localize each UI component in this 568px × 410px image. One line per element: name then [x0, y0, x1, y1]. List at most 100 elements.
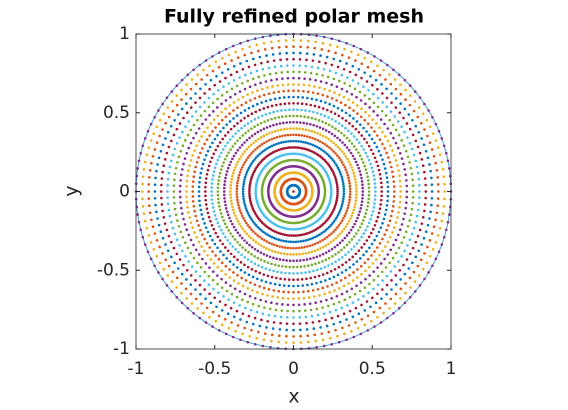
mesh-point — [330, 262, 334, 266]
mesh-point — [284, 140, 288, 143]
mesh-point — [178, 136, 181, 139]
mesh-point — [414, 139, 418, 143]
mesh-point — [189, 97, 193, 100]
mesh-point — [189, 106, 193, 109]
mesh-point — [313, 295, 316, 298]
mesh-point — [283, 134, 287, 137]
mesh-point — [315, 72, 319, 76]
mesh-point — [189, 283, 193, 286]
mesh-point — [248, 183, 252, 187]
mesh-point — [363, 323, 367, 327]
mesh-point — [412, 226, 416, 230]
mesh-point — [386, 139, 390, 143]
mesh-point — [321, 141, 324, 145]
mesh-point — [159, 149, 163, 153]
mesh-point — [168, 214, 172, 218]
mesh-point — [265, 54, 268, 57]
mesh-point — [359, 207, 363, 210]
mesh-point — [273, 250, 277, 254]
mesh-point — [161, 102, 164, 106]
mesh-point — [367, 265, 371, 269]
mesh-point — [321, 306, 324, 309]
mesh-point — [298, 309, 301, 313]
mesh-point — [161, 170, 164, 174]
mesh-point — [332, 238, 335, 242]
mesh-point — [315, 145, 319, 149]
mesh-point — [337, 114, 341, 118]
mesh-point — [268, 111, 272, 115]
mesh-point — [355, 138, 359, 141]
mesh-point — [171, 270, 175, 274]
mesh-point — [236, 219, 240, 223]
mesh-point — [211, 130, 214, 133]
mesh-point — [353, 177, 357, 181]
mesh-point — [204, 83, 207, 86]
mesh-point — [271, 151, 275, 154]
mesh-point — [228, 242, 232, 245]
mesh-point — [197, 139, 201, 143]
mesh-point — [299, 39, 303, 42]
mesh-point — [383, 167, 387, 170]
mesh-point — [249, 200, 253, 204]
mesh-point — [353, 292, 357, 296]
mesh-point — [251, 91, 254, 94]
mesh-point — [336, 65, 340, 69]
mesh-point — [192, 68, 195, 72]
mesh-point — [305, 58, 308, 62]
mesh-point — [286, 70, 289, 74]
mesh-point — [191, 195, 195, 198]
mesh-point — [240, 143, 244, 147]
mesh-point — [192, 123, 196, 127]
mesh-point — [322, 344, 326, 348]
mesh-point — [391, 256, 395, 260]
mesh-point — [181, 249, 184, 253]
mesh-point — [250, 112, 254, 116]
mesh-point — [281, 245, 284, 249]
mesh-point — [204, 177, 208, 180]
mesh-point — [272, 123, 275, 127]
mesh-point — [342, 192, 346, 196]
mesh-point — [309, 142, 312, 146]
mesh-point — [188, 164, 191, 167]
mesh-point — [354, 252, 358, 256]
mesh-point — [317, 274, 321, 278]
mesh-point — [238, 304, 241, 307]
mesh-point — [227, 326, 231, 330]
mesh-point — [252, 141, 255, 145]
mesh-point — [394, 251, 398, 255]
mesh-point — [228, 260, 232, 263]
mesh-point — [308, 244, 312, 248]
mesh-point — [345, 290, 349, 293]
mesh-point — [218, 171, 222, 175]
mesh-point — [243, 177, 246, 181]
mesh-point — [229, 184, 233, 187]
mesh-point — [207, 283, 211, 287]
mesh-point — [399, 190, 402, 193]
mesh-point — [363, 215, 366, 219]
mesh-point — [320, 332, 324, 335]
mesh-point — [235, 195, 239, 199]
mesh-point — [332, 302, 336, 306]
mesh-point — [403, 168, 407, 171]
mesh-point — [162, 216, 166, 219]
mesh-point — [256, 146, 259, 149]
mesh-point — [394, 159, 398, 162]
mesh-point — [416, 171, 420, 175]
mesh-point — [238, 90, 242, 93]
mesh-point — [316, 287, 320, 291]
mesh-point — [209, 301, 213, 305]
mesh-point — [279, 239, 283, 242]
mesh-point — [408, 127, 412, 131]
mesh-point — [385, 204, 389, 207]
mesh-point — [225, 257, 228, 260]
mesh-point — [373, 325, 376, 328]
mesh-point — [286, 76, 290, 80]
mesh-point — [319, 113, 323, 116]
mesh-point — [444, 228, 448, 232]
mesh-point — [332, 104, 336, 108]
mesh-point — [373, 130, 376, 133]
mesh-point — [241, 284, 245, 288]
mesh-point — [275, 135, 279, 139]
mesh-point — [255, 43, 259, 47]
mesh-point — [430, 183, 434, 186]
